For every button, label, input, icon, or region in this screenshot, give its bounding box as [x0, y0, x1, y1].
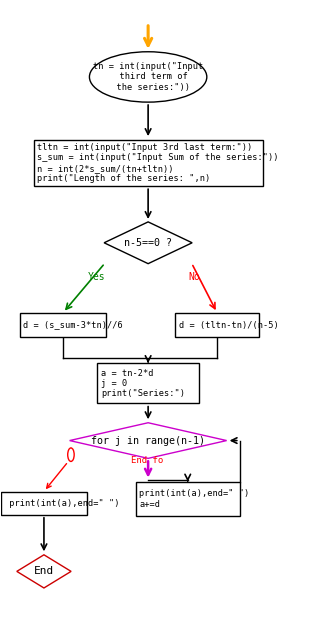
Polygon shape — [17, 555, 71, 588]
FancyBboxPatch shape — [1, 492, 87, 515]
Text: a = tn-2*d
j = 0
print("Series:"): a = tn-2*d j = 0 print("Series:") — [101, 368, 185, 399]
Text: n-5==0 ?: n-5==0 ? — [124, 238, 172, 248]
Text: tn = int(input("Input
  third term of
  the series:")): tn = int(input("Input third term of the … — [93, 62, 203, 92]
Text: End: End — [34, 566, 54, 576]
Text: print(int(a),end=" "): print(int(a),end=" ") — [4, 499, 120, 508]
Text: tltn = int(input("Input 3rd last term:"))
s_sum = int(input("Input Sum of the se: tltn = int(input("Input 3rd last term:")… — [37, 143, 279, 183]
FancyBboxPatch shape — [136, 482, 240, 516]
FancyBboxPatch shape — [175, 313, 259, 337]
FancyBboxPatch shape — [20, 313, 106, 337]
Text: Yes: Yes — [88, 271, 106, 281]
Polygon shape — [104, 222, 192, 263]
Text: End fo: End fo — [131, 456, 163, 465]
FancyBboxPatch shape — [34, 139, 263, 186]
Text: for j in range(n-1): for j in range(n-1) — [91, 436, 205, 445]
Text: print(int(a),end=" ")
a+=d: print(int(a),end=" ") a+=d — [139, 489, 249, 508]
Text: d = (s_sum-3*tn)//6: d = (s_sum-3*tn)//6 — [23, 321, 123, 329]
Ellipse shape — [89, 52, 207, 102]
Polygon shape — [70, 423, 227, 458]
FancyBboxPatch shape — [98, 363, 199, 404]
Text: No: No — [188, 271, 200, 281]
Circle shape — [68, 448, 74, 462]
Text: d = (tltn-tn)/(n-5): d = (tltn-tn)/(n-5) — [179, 321, 278, 329]
